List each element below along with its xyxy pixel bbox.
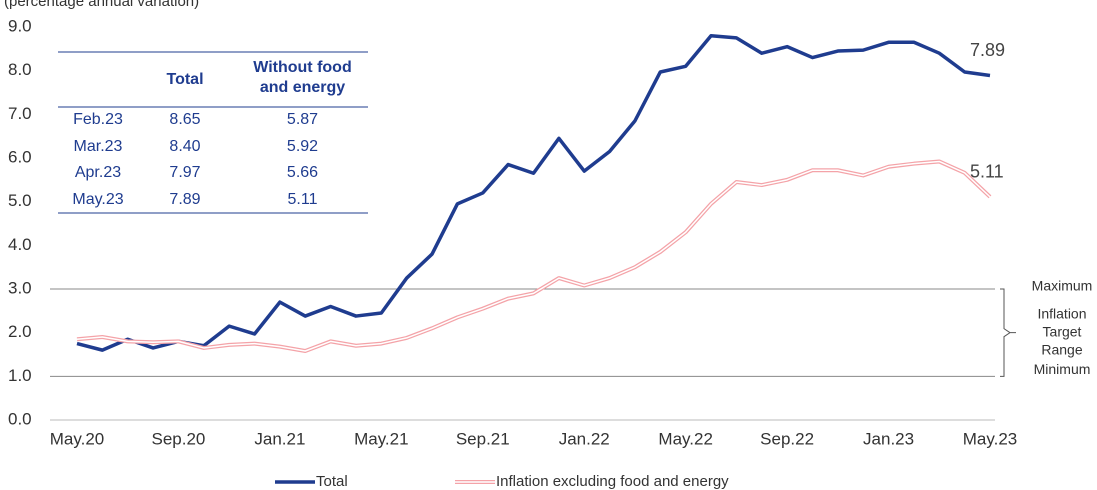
x-tick-label: Jan.23 xyxy=(863,429,914,448)
legend-label: Total xyxy=(316,473,348,490)
x-tick-label: Sep.20 xyxy=(151,429,205,448)
y-tick-label: 5.0 xyxy=(8,191,32,210)
y-tick-label: 0.0 xyxy=(8,409,32,428)
range-bracket xyxy=(1000,288,1016,377)
value-label: 5.11 xyxy=(970,162,1004,182)
table-cell: May.23 xyxy=(72,190,124,208)
table-cell: Apr.23 xyxy=(74,164,122,181)
legend-label: Inflation excluding food and energy xyxy=(496,473,729,490)
y-tick-label: 9.0 xyxy=(8,16,32,35)
x-tick-label: May.23 xyxy=(963,429,1018,448)
table-cell: 5.92 xyxy=(286,137,319,155)
x-tick-label: Jan.22 xyxy=(559,429,610,448)
y-tick-label: 3.0 xyxy=(8,278,32,297)
y-tick-label: 7.0 xyxy=(8,104,32,123)
y-tick-label: 4.0 xyxy=(8,235,32,254)
range-label: Range xyxy=(1041,341,1082,357)
range-label: Inflation xyxy=(1037,305,1086,321)
table-cell: 5.66 xyxy=(286,164,319,181)
x-tick-label: Jan.21 xyxy=(254,429,305,448)
table-cell: 7.89 xyxy=(169,190,201,208)
y-tick-label: 8.0 xyxy=(8,60,32,79)
table-cell: 5.87 xyxy=(286,111,319,128)
x-tick-label: Sep.22 xyxy=(760,429,814,448)
y-tick-label: 6.0 xyxy=(8,147,32,166)
x-tick-label: May.22 xyxy=(658,429,713,448)
line-total xyxy=(76,33,991,352)
table-cell: 5.11 xyxy=(287,190,318,208)
range-label: Target xyxy=(1043,323,1082,339)
table-cell: Mar.23 xyxy=(73,137,123,155)
table-cell: 7.97 xyxy=(169,164,201,181)
table-cell: 8.65 xyxy=(169,111,201,128)
y-tick-label: 1.0 xyxy=(8,366,32,385)
table-cell: 8.40 xyxy=(169,137,201,155)
range-max-label: Maximum xyxy=(1032,278,1093,294)
line-core-inner xyxy=(76,160,991,352)
table-header: Without food and energy xyxy=(253,59,352,96)
range-min-label: Minimum xyxy=(1034,361,1091,377)
x-tick-label: May.20 xyxy=(50,429,105,448)
table-cell: Feb.23 xyxy=(73,111,123,128)
x-tick-label: Sep.21 xyxy=(456,429,510,448)
x-tick-label: May.21 xyxy=(354,429,409,448)
subtitle: (percentage annual variation) xyxy=(4,0,199,10)
table-header: Total xyxy=(166,71,204,88)
value-label: 7.89 xyxy=(970,40,1005,60)
y-tick-label: 2.0 xyxy=(8,322,32,341)
